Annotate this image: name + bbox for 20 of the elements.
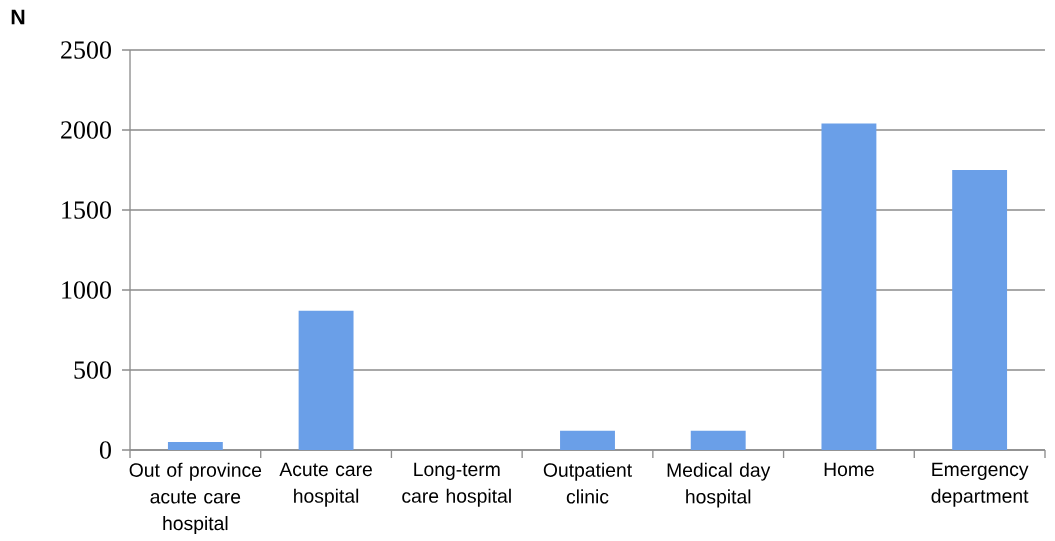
y-tick-label: 2000 xyxy=(61,121,111,139)
x-tick-label: Emergency department xyxy=(931,462,1029,507)
y-tick-label: 1500 xyxy=(62,201,111,219)
x-tick-label: Long-term care hospital xyxy=(402,462,511,507)
x-tick-label: Out of province acute care hospital xyxy=(129,462,262,535)
bar xyxy=(952,169,1008,450)
bar xyxy=(167,441,223,450)
bar xyxy=(821,123,877,450)
x-tick-label: Outpatient clinic xyxy=(543,462,632,504)
y-tick-label: 0 xyxy=(99,441,111,459)
y-tick-label: 1000 xyxy=(62,281,111,299)
y-tick-label: 2500 xyxy=(61,41,111,59)
y-axis-title: N xyxy=(11,9,25,25)
bar xyxy=(690,430,746,450)
x-tick-label: Acute care hospital xyxy=(279,462,372,507)
x-tick-label: Medical day hospital xyxy=(667,462,771,508)
x-tick-label: Home xyxy=(824,462,874,477)
bar xyxy=(298,310,354,450)
bar xyxy=(560,430,615,450)
y-tick-label: 500 xyxy=(74,361,111,379)
